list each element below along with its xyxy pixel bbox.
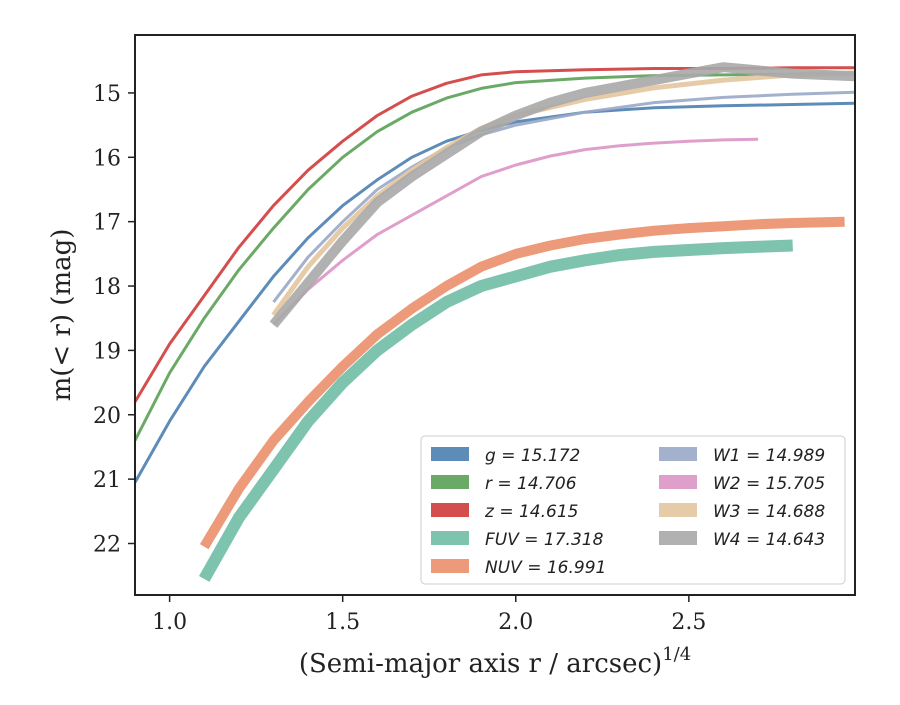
x-tick-label: 1.0: [152, 610, 187, 635]
y-tick-label: 17: [93, 211, 121, 236]
legend: g = 15.172 r = 14.706 z = 14.615 FUV = 17.3…: [420, 435, 846, 585]
series-line-3: [198, 239, 793, 582]
legend-label: W4 = 14.643: [713, 530, 825, 550]
x-axis-label-main: (Semi-major axis r / arcsec): [299, 649, 662, 679]
x-tick-label: 2.5: [671, 610, 706, 635]
y-tick-label: 16: [93, 146, 121, 171]
series-line-4: [199, 216, 845, 550]
x-tick-label: 1.5: [325, 610, 360, 635]
y-tick-label: 21: [93, 468, 121, 493]
legend-swatch: [431, 559, 469, 573]
legend-swatch: [659, 503, 697, 517]
y-tick-label: 18: [93, 275, 121, 300]
legend-swatch: [431, 503, 469, 517]
series-line-2: [135, 66, 855, 403]
legend-swatch: [431, 447, 469, 461]
x-axis: 1.0 1.5 2.0 2.5: [152, 595, 706, 635]
legend-swatch: [659, 447, 697, 461]
legend-swatch: [431, 475, 469, 489]
y-axis-label: m(< r) (mag): [47, 229, 77, 402]
series-line-0: [135, 101, 855, 484]
legend-swatch: [659, 531, 697, 545]
legend-label: r = 14.706: [485, 474, 577, 494]
legend-label: W3 = 14.688: [713, 502, 825, 522]
legend-label: W2 = 15.705: [713, 474, 825, 494]
plot-frame: [134, 34, 856, 596]
legend-swatch: [431, 531, 469, 545]
legend-label: NUV = 16.991: [485, 558, 606, 578]
x-axis-label: (Semi-major axis r / arcsec)1/4: [299, 644, 691, 679]
legend-box: [420, 435, 846, 585]
x-tick-label: 2.0: [498, 610, 533, 635]
y-tick-label: 15: [93, 82, 121, 107]
legend-label: z = 14.615: [484, 502, 578, 522]
y-tick-label: 22: [93, 533, 121, 558]
series-layer: [135, 62, 855, 582]
series-line-6: [272, 137, 759, 326]
series-line-5: [272, 90, 855, 304]
y-axis: 15 16 17 18 19 20 21 22: [93, 82, 135, 558]
y-tick-label: 19: [93, 339, 121, 364]
series-line-8: [269, 62, 855, 328]
y-tick-label: 20: [93, 404, 121, 429]
legend-label: W1 = 14.989: [713, 446, 825, 466]
legend-label: g = 15.172: [485, 446, 580, 466]
legend-label: FUV = 17.318: [485, 530, 604, 550]
legend-swatch: [659, 475, 697, 489]
x-axis-label-superscript: 1/4: [662, 644, 691, 665]
